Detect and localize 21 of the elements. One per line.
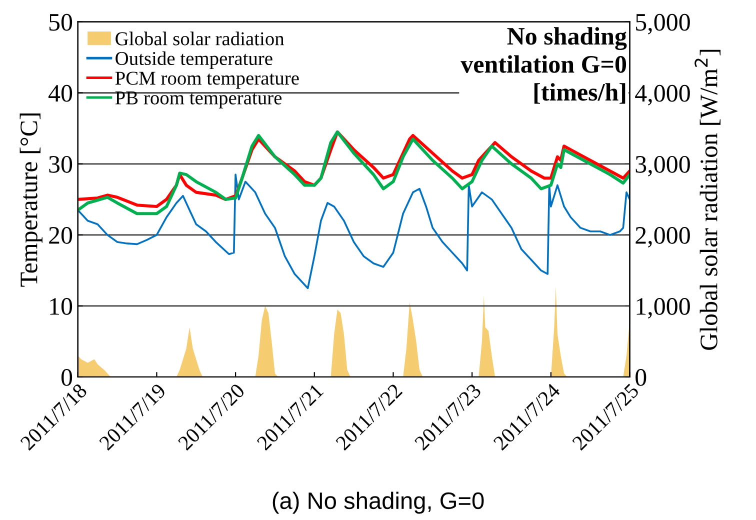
annotation: No shading ventilation G=0 [times/h]: [460, 27, 627, 104]
y2-tick-label: 5,000: [636, 14, 690, 34]
y2-tick-label: 2,000: [636, 226, 690, 248]
y2-tick-label: 3,000: [636, 156, 690, 176]
legend-label: PB room temperature: [115, 92, 282, 108]
legend-label: Outside temperature: [116, 51, 272, 70]
line-series: [78, 174, 630, 290]
y-tick-label: 40: [48, 84, 72, 102]
y-tick-label: 10: [50, 298, 72, 315]
legend-label: PCM room temperature: [115, 72, 299, 89]
y2-tick-label: 4,000: [635, 84, 690, 106]
y2-axis-title: Global solar radiation [W/m$^{2}$]: [694, 50, 720, 350]
y-axis-title: Temperature [°C]: [20, 114, 42, 287]
y2-tick-label: 0: [636, 369, 646, 386]
legend-label: Global solar radiation: [116, 32, 284, 46]
y2-tick-label: 1,000: [636, 298, 690, 318]
y-tick-label: 30: [49, 156, 72, 173]
text: (a) No shading, G=0: [272, 492, 484, 514]
y-tick-label: 0: [61, 369, 72, 386]
y-tick-label: 50: [49, 14, 72, 31]
y-tick-label: 20: [49, 226, 72, 244]
